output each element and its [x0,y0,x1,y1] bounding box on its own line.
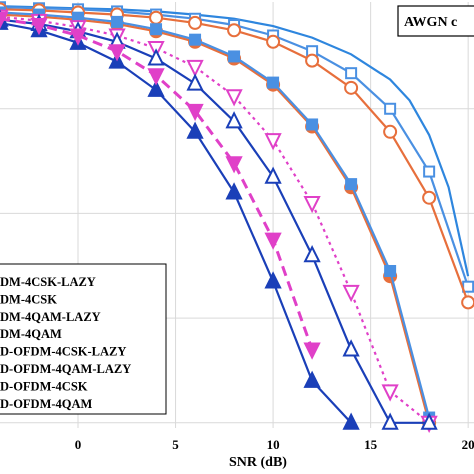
data-point [0,11,9,29]
data-point [111,15,124,28]
x-axis-label: SNR (dB) [229,455,287,470]
data-point [381,384,399,402]
data-point [303,370,321,388]
data-point [303,342,321,360]
data-point [147,79,165,97]
data-point [422,190,437,205]
data-point [147,68,165,86]
series-dm-4csk-lazy [0,5,470,277]
data-point [227,23,242,38]
data-point [305,53,320,68]
data-point [264,232,282,250]
legend-entry: DM-4CSK-LAZY [0,275,96,289]
data-point [306,118,319,131]
data-point [461,295,474,310]
data-point [266,34,281,49]
legend: DM-4CSK-LAZY DM-4CSK DM-4QAM-LAZY DM-4QAM D-… [0,263,167,415]
data-point [383,124,398,139]
data-point [267,76,280,89]
data-point [423,165,436,178]
data-point [264,271,282,289]
data-point [345,178,358,191]
data-point [303,245,321,263]
data-point [225,111,243,129]
annotation-box: AWGN c [397,5,474,37]
data-point [225,89,243,107]
data-point [342,339,360,357]
legend-entry: D-OFDM-4CSK [0,379,88,393]
x-tick-labels: 0 5 10 15 20 [75,437,474,452]
series-line [0,5,470,277]
data-point [189,33,202,46]
legend-entry: D-OFDM-4CSK-LAZY [0,345,126,359]
data-point [188,15,203,30]
x-tick-label: 20 [462,437,474,452]
data-point [342,412,360,430]
x-tick-label: 15 [364,437,378,452]
data-point [420,412,438,430]
legend-box [0,263,167,415]
data-point [186,59,204,78]
data-point [264,133,282,151]
legend-entry: DM-4CSK [0,292,57,306]
legend-entry: D-OFDM-4QAM-LAZY [0,362,131,376]
data-point [345,67,358,80]
data-point [384,264,397,277]
x-tick-label: 5 [172,437,179,452]
data-point [381,412,399,430]
x-tick-label: 10 [267,437,280,452]
data-point [228,50,241,63]
series-line [0,11,431,418]
x-tick-label: 0 [75,437,82,452]
data-point [186,73,204,91]
series-line [0,15,430,424]
data-point [30,18,48,36]
data-point [344,80,359,95]
data-point [150,23,163,36]
data-point [225,156,243,174]
data-point [149,10,164,25]
data-point [69,28,87,46]
data-point [108,44,126,62]
legend-entry: D-OFDM-4QAM [0,397,93,411]
data-point [342,284,360,303]
data-point [303,195,321,214]
data-point [225,182,243,200]
series-d-ofdm-4qam [0,12,360,430]
series-line [0,21,352,424]
plot-series [0,1,474,434]
series-dm-4csk [0,1,474,293]
data-point [384,102,397,115]
data-point [186,121,204,139]
series-unlabeled-8 [0,11,321,360]
data-point [264,166,282,184]
data-point [186,103,204,122]
legend-entry: DM-4QAM [0,327,62,341]
data-point [147,48,165,66]
legend-entry: DM-4QAM-LAZY [0,310,101,324]
annotation-text: AWGN c [404,15,457,30]
